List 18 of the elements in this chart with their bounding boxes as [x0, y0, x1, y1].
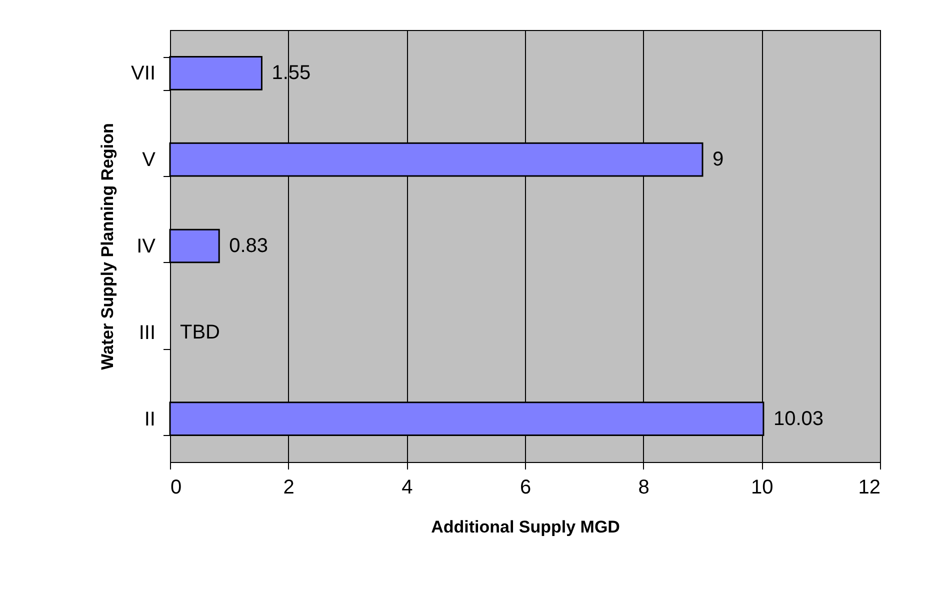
data-label: 0.83	[229, 235, 268, 257]
x-tick-label: 8	[638, 476, 650, 498]
x-tick-label: 6	[520, 476, 532, 498]
x-tick-label: 2	[283, 476, 294, 498]
data-label: 9	[712, 148, 724, 171]
text: TBD	[180, 321, 220, 344]
y-axis-title: Water Supply Planning Region	[98, 123, 118, 370]
x-tick-label: 12	[858, 476, 880, 498]
x-tick-label: 10	[751, 476, 774, 498]
y-tick-label: IV	[136, 236, 156, 258]
data-label: 10.03	[773, 408, 824, 430]
y-tick-label: II	[144, 408, 156, 430]
x-tick-label: 4	[402, 476, 413, 498]
x-tick-label: 0	[170, 476, 182, 498]
y-tick-label: V	[142, 149, 156, 172]
y-tick-label: VII	[131, 62, 156, 85]
y-tick-label: III	[138, 322, 156, 344]
x-axis-title: Additional Supply MGD	[431, 518, 620, 536]
